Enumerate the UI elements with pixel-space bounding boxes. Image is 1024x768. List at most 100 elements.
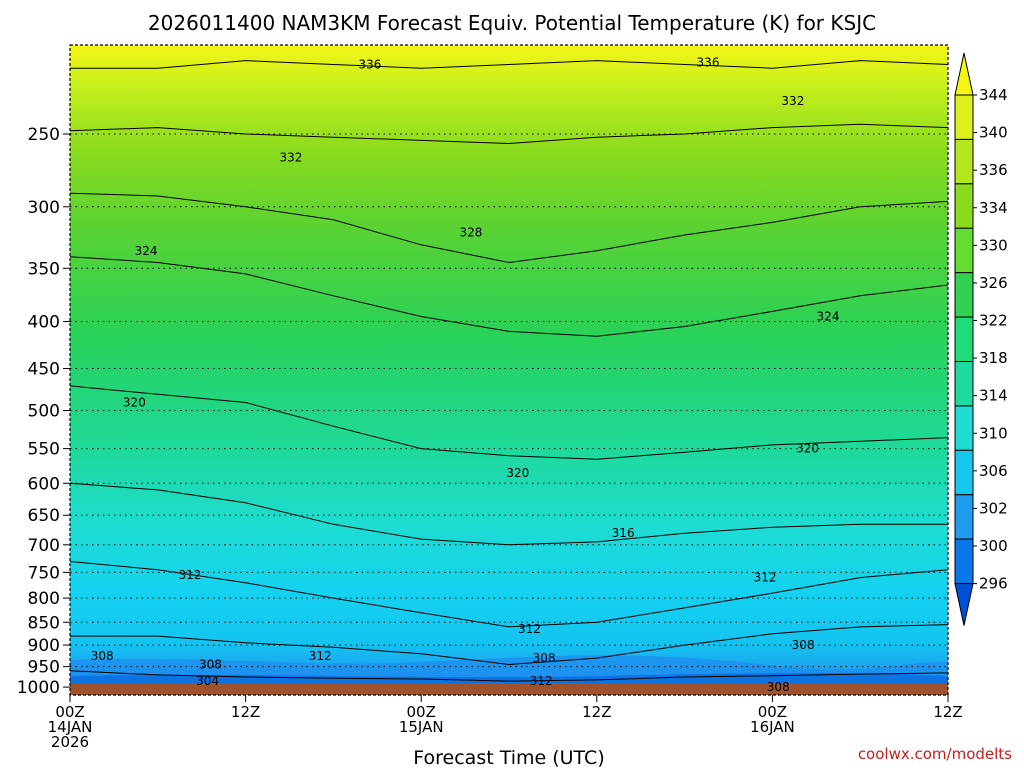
contour-label-text: 308 [792,638,815,652]
contour-label-text: 308 [533,651,556,665]
colorbar-segment [954,138,974,185]
contour-328 [70,192,948,264]
colorbar-label-326: 326 [979,274,1008,292]
colorbar-segment [954,316,974,363]
contour-336 [70,60,948,69]
y-tick-label-850: 850 [28,613,60,633]
contour-label-text: 308 [767,680,790,694]
contour-label-336: 336 [697,56,720,70]
colorbar-label-330: 330 [979,236,1008,254]
contour-label-320: 320 [796,442,819,456]
y-tick-label-350: 350 [28,259,60,279]
colorbar-segment [954,272,974,318]
contour-label-text: 312 [530,674,553,688]
colorbar-label-310: 310 [979,424,1008,442]
colorbar-segment [954,494,974,540]
y-tick-label-750: 750 [28,563,60,583]
credit-text: coolwx.com/modelts [858,745,1012,763]
contour-label-text: 328 [460,226,483,240]
colorbar-label-300: 300 [979,537,1008,555]
colorbar-label-322: 322 [979,312,1008,330]
contour-label-text: 336 [697,56,720,70]
colorbar-label-334: 334 [979,199,1008,217]
x-tick-label: 12Z [582,703,611,721]
contour-label-312: 312 [518,622,541,636]
contour-label-312: 312 [530,674,553,688]
x-axis-label: Forecast Time (UTC) [413,747,604,768]
contour-label-text: 332 [280,150,303,164]
contour-label-text: 316 [612,526,635,540]
contour-320 [70,385,948,460]
contour-label-text: 320 [796,442,819,456]
contour-lines [70,60,948,682]
colorbar-label-314: 314 [979,387,1008,405]
x-tick-label: 14JAN [48,718,93,736]
chart-title: 2026011400 NAM3KM Forecast Equiv. Potent… [148,11,876,35]
contour-label-text: 336 [359,57,382,71]
y-axis: 250 300 350 400 450 500 550 600 650 700 750 800 850 9… [17,125,70,698]
contour-label-308: 308 [199,658,222,672]
contour-label-332: 332 [781,94,804,108]
contour-304 [70,670,948,682]
colorbar-segment [954,449,974,496]
y-tick-label-950: 950 [28,658,60,678]
y-tick-label-450: 450 [28,360,60,380]
y-tick-label-650: 650 [28,506,60,526]
colorbar-segment [954,94,974,140]
colorbar-segment [954,405,974,451]
colorbar-segment [954,183,974,229]
plot-border [69,44,949,696]
y-tick-label-700: 700 [28,536,60,556]
x-tick-label: 12Z [231,703,260,721]
contour-label-text: 320 [506,466,529,480]
contour-324 [70,256,948,337]
contour-label-332: 332 [280,150,303,164]
contour-label-336: 336 [359,57,382,71]
y-tick-label-1000: 1000 [17,678,60,698]
contour-labels: 336 336 332 332 328 324 324 320 320 320 316 312 312 3… [91,56,840,695]
contour-label-text: 308 [91,649,114,663]
y-tick-label-400: 400 [28,313,60,333]
colorbar: 296 300 302 306 310 314 318 322 326 330 334 336 340 3… [954,52,1008,626]
colorbar-bottom-arrow [954,583,974,626]
contour-label-328: 328 [460,226,483,240]
contour-label-324: 324 [817,310,840,324]
contour-label-text: 324 [135,244,158,258]
x-tick-label: 00Z [55,703,84,721]
colorbar-segment [954,361,974,407]
y-tick-label-250: 250 [28,125,60,145]
x-tick-label: 16JAN [750,718,795,736]
colorbar-label-340: 340 [979,124,1008,142]
plot-field [70,45,948,695]
colorbar-segment [954,538,974,585]
contour-308 [70,624,948,666]
x-tick-label: 00Z [407,703,436,721]
y-tick-label-900: 900 [28,636,60,656]
colorbar-label-302: 302 [979,499,1008,517]
contour-label-text: 312 [518,622,541,636]
contour-label-324: 324 [135,244,158,258]
contour-label-308: 308 [792,638,815,652]
contour-label-304: 304 [196,674,219,688]
terrain-band [70,683,948,695]
y-tick-label-800: 800 [28,589,60,609]
x-tick-label: 12Z [933,703,962,721]
contour-316 [70,482,948,546]
colorbar-label-336: 336 [979,161,1008,179]
contour-label-text: 324 [817,310,840,324]
contour-label-316: 316 [612,526,635,540]
y-tick-label-300: 300 [28,198,60,218]
x-tick-label: 15JAN [399,718,444,736]
contour-label-312: 312 [179,568,202,582]
contour-label-320: 320 [123,396,146,410]
contour-label-320: 320 [506,466,529,480]
contour-label-text: 320 [123,396,146,410]
colorbar-segment [954,227,974,274]
colorbar-label-296: 296 [979,575,1008,593]
contour-332 [70,123,948,145]
colorbar-top-arrow [954,52,974,96]
contour-label-text: 304 [196,674,219,688]
contour-312 [70,561,948,628]
contour-label-308: 308 [91,649,114,663]
